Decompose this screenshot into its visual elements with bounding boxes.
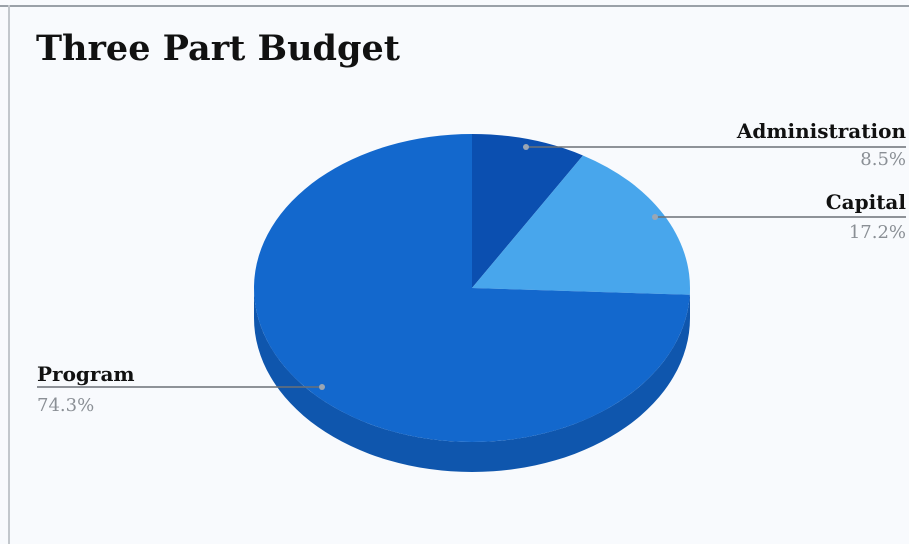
leader-dot-capital	[652, 214, 658, 220]
frame-top-border	[0, 5, 909, 7]
pie-side-wall	[254, 288, 690, 472]
leader-dot-administration	[523, 144, 529, 150]
leader-dot-program	[319, 384, 325, 390]
pie-slice-program	[254, 134, 690, 443]
pie-top-layer	[254, 134, 690, 443]
label-administration: Administration	[736, 119, 907, 143]
value-program: 74.3%	[37, 395, 94, 416]
chart-title: Three Part Budget	[36, 28, 400, 69]
value-capital: 17.2%	[849, 222, 906, 243]
label-program: Program	[37, 362, 135, 386]
label-capital: Capital	[826, 190, 907, 214]
pie-slice-capital	[472, 155, 690, 295]
pie-side-layer	[254, 288, 690, 472]
leader-line-layer	[37, 144, 906, 390]
value-administration: 8.5%	[860, 149, 906, 170]
frame-left-border	[8, 5, 10, 544]
pie-slice-administration	[472, 134, 583, 288]
